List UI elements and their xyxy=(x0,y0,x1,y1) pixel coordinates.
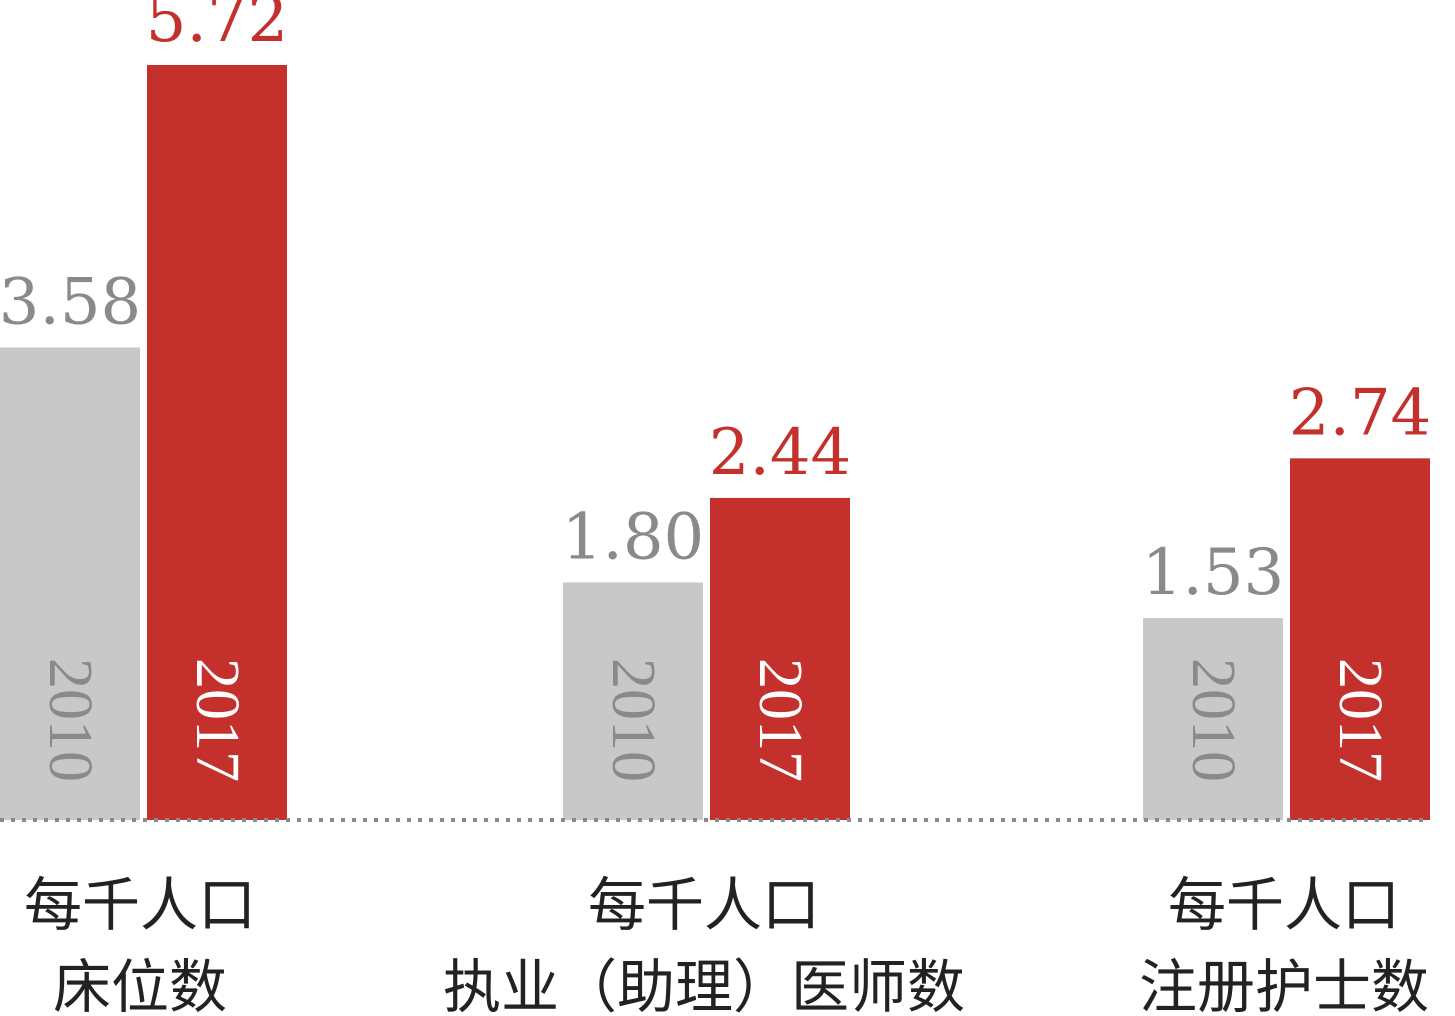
category-label-3-line-2: 注册护士数 xyxy=(1139,953,1429,1016)
year-label-2010-cat-2: 2010 xyxy=(599,658,667,782)
value-label-2010-cat-1: 3.58 xyxy=(0,265,141,339)
bar-2010-cat-1 xyxy=(0,347,140,820)
value-label-2010-cat-3: 1.53 xyxy=(1142,536,1285,610)
year-label-2017-cat-1: 2017 xyxy=(183,658,251,782)
value-label-2010-cat-2: 1.80 xyxy=(562,500,705,574)
year-label-2017-cat-2: 2017 xyxy=(746,658,814,782)
bar-2017-cat-2 xyxy=(710,497,850,820)
year-label-2010-cat-3: 2010 xyxy=(1179,658,1247,782)
bar-2017-cat-1 xyxy=(147,65,287,820)
category-label-1-line-2: 床位数 xyxy=(53,953,227,1016)
bar-2010-cat-2 xyxy=(563,582,703,820)
bar-2010-cat-3 xyxy=(1143,618,1283,820)
year-label-2017-cat-3: 2017 xyxy=(1326,658,1394,782)
value-label-2017-cat-1: 5.72 xyxy=(146,0,289,57)
year-label-2010-cat-1: 2010 xyxy=(36,658,104,782)
bar-2017-cat-3 xyxy=(1290,458,1430,820)
value-label-2017-cat-2: 2.44 xyxy=(709,416,852,490)
bars-layer: 3.58 2010 1.80 2010 1.53 2010 5.72 2017 2.44 2017… xyxy=(0,0,1431,820)
category-label-2-line-2: 执业（助理）医师数 xyxy=(443,953,965,1016)
value-label-2017-cat-3: 2.74 xyxy=(1289,376,1432,450)
category-label-1-line-1: 每千人口 xyxy=(24,871,256,939)
category-label-2-line-1: 每千人口 xyxy=(588,871,820,939)
category-label-3-line-1: 每千人口 xyxy=(1168,871,1400,939)
